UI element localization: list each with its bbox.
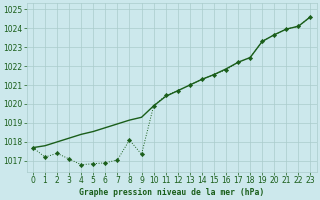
- X-axis label: Graphe pression niveau de la mer (hPa): Graphe pression niveau de la mer (hPa): [79, 188, 264, 197]
